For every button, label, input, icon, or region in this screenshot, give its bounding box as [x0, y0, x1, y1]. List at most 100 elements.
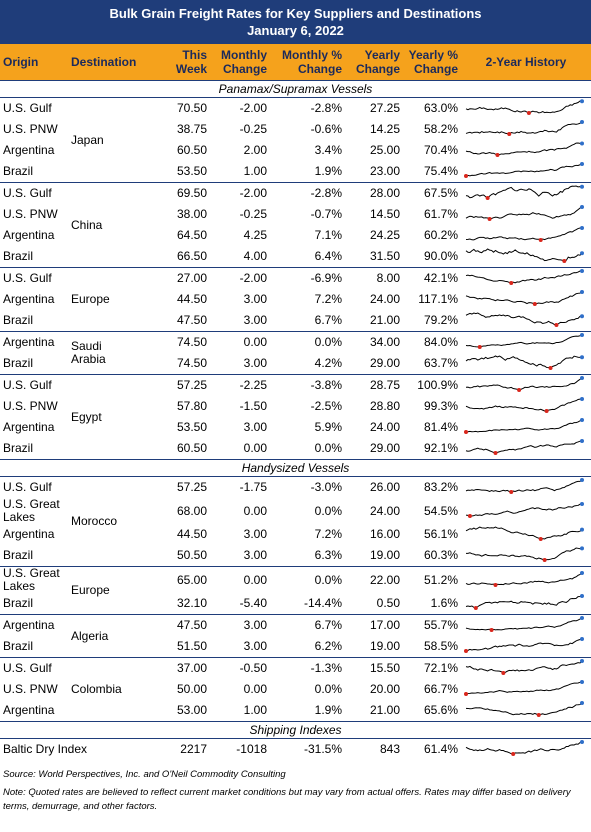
rate-value: 53.50	[176, 164, 207, 178]
rate-value: 17.00	[345, 614, 403, 636]
rate-value: 57.25	[160, 374, 210, 396]
sparkline-path	[465, 681, 583, 695]
origin: Argentina	[0, 614, 68, 636]
rate-value: 19.00	[369, 639, 400, 653]
sparkline	[465, 616, 584, 632]
rate-value: 23.00	[369, 164, 400, 178]
rate-value: 15.50	[345, 657, 403, 679]
rate-value: -0.25	[239, 207, 267, 221]
sparkline-path	[465, 185, 583, 199]
sparkline	[465, 99, 584, 115]
sparkline-path	[465, 503, 583, 517]
history-cell	[461, 657, 591, 679]
sparkline-low	[538, 537, 543, 541]
sparkline-path	[465, 355, 583, 369]
sparkline-path	[465, 121, 583, 135]
history-cell	[461, 739, 591, 761]
sparkline-low	[489, 628, 494, 632]
rate-value: 0.00	[243, 503, 267, 518]
sparkline-low	[517, 388, 522, 392]
rate-value: 8.00	[345, 267, 403, 289]
rate-value: 3.00	[243, 313, 267, 327]
data-row: Baltic Dry Index 2217 -1018 -31.5% 843 61.4%	[0, 739, 591, 761]
section-title: Panamax/Supramax Vessels	[0, 80, 591, 98]
sparkline-last	[580, 397, 584, 401]
rate-value: 66.50	[176, 249, 207, 263]
rate-value: 0.0%	[314, 682, 342, 696]
destination-cell: Europe	[68, 267, 160, 332]
origin: U.S. Gulf	[0, 182, 68, 204]
rate-value: 28.75	[345, 374, 403, 396]
rate-value: 6.2%	[314, 639, 342, 653]
rate-value: 60.50	[176, 143, 207, 157]
rate-value: 57.25	[176, 480, 207, 494]
rate-value: -3.0%	[310, 480, 342, 494]
rate-value: -2.25	[210, 374, 270, 396]
rate-value: 29.00	[369, 356, 400, 370]
data-row: U.S. PNW 57.80 -1.50 -2.5% 28.80 99.3%	[0, 396, 591, 417]
destination-cell: Morocco	[68, 477, 160, 567]
rate-value: 4.25	[243, 228, 267, 242]
sparkline-path	[465, 702, 583, 716]
rate-value: 55.7%	[403, 614, 461, 636]
sparkline-path	[465, 440, 583, 454]
data-row: Argentina Algeria 47.50 3.00 6.7% 17.00 55.7%	[0, 614, 591, 658]
column-header: Origin	[0, 44, 68, 81]
data-row: U.S. Gulf Colombia 37.00 -0.50 -1.3% 15.50 72.…	[0, 657, 591, 722]
history-cell	[461, 331, 591, 353]
sparkline-last	[580, 616, 584, 620]
sparkline-low	[485, 196, 490, 200]
history-cell	[461, 700, 591, 722]
rate-value: 3.00	[243, 527, 267, 541]
column-header: Monthly Change	[210, 44, 270, 81]
rate-value: 34.00	[345, 331, 403, 353]
destination: Saudi Arabia	[71, 339, 106, 366]
origin: Brazil	[3, 596, 34, 610]
destination: Algeria	[71, 628, 109, 643]
data-row: Argentina 64.50 4.25 7.1% 24.25 60.2%	[0, 225, 591, 246]
rate-value: 25.00	[369, 143, 400, 157]
header-row: Origin Destination This Week Monthly Change…	[0, 44, 591, 81]
sparkline	[464, 680, 584, 696]
sparkline-path	[465, 617, 583, 631]
data-row: U.S. Gulf China 69.50 -2.00 -2.8% 28.00 67.5%	[0, 182, 591, 268]
sparkline-path	[465, 595, 583, 609]
sparkline-last	[580, 659, 584, 663]
sparkline	[465, 701, 584, 717]
rate-value: 75.4%	[423, 164, 458, 178]
rate-value: 60.2%	[423, 228, 458, 242]
rate-value: 3.00	[210, 614, 270, 636]
source: Source: World Perspectives, Inc. and O'N…	[3, 769, 286, 780]
sparkline-path	[465, 660, 583, 674]
sparkline	[465, 439, 584, 455]
section-row: Shipping Indexes	[0, 721, 591, 739]
history-cell	[461, 438, 591, 460]
column-header: 2-Year History	[461, 44, 591, 81]
rate-value: 3.00	[243, 548, 267, 562]
history-cell	[461, 545, 591, 567]
sparkline-low	[495, 153, 500, 157]
origin: U.S. Gulf	[0, 657, 68, 679]
rate-value: 38.00	[176, 207, 207, 221]
rate-value: 63.0%	[423, 101, 458, 115]
history-cell	[461, 119, 591, 140]
history-cell	[461, 161, 591, 183]
sparkline-low	[501, 671, 506, 675]
origin: Argentina	[3, 527, 55, 541]
rate-value: 31.50	[369, 249, 400, 263]
sparkline-last	[580, 251, 584, 256]
origin: U.S. Gulf	[3, 101, 52, 115]
rate-value: 14.25	[369, 122, 400, 136]
rate-value: 117.1%	[418, 292, 458, 306]
rate-value: 51.2%	[403, 566, 461, 593]
rate-value: 21.00	[369, 703, 400, 717]
destination: Europe	[71, 583, 110, 597]
destination-cell: Egypt	[68, 374, 160, 460]
sparkline	[465, 205, 584, 221]
rate-value: 0.0%	[270, 331, 345, 353]
destination: Japan	[71, 132, 104, 147]
rate-value: 79.2%	[423, 313, 458, 327]
rate-value: 61.7%	[423, 207, 458, 221]
rate-value: 6.7%	[314, 313, 342, 327]
rate-value: 47.50	[160, 614, 210, 636]
